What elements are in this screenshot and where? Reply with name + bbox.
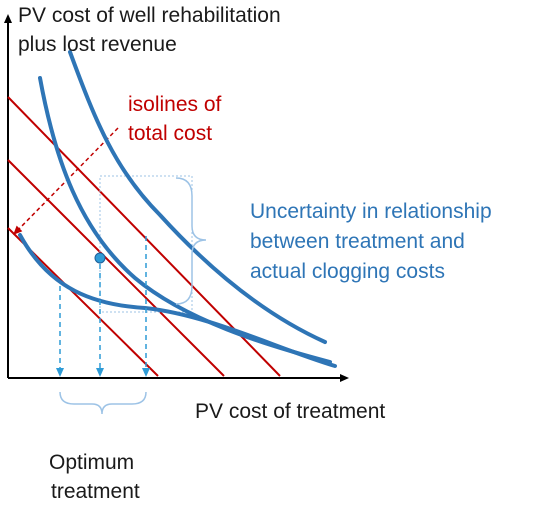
curve-lower xyxy=(18,233,337,368)
y-axis-label-line1: PV cost of well rehabilitation xyxy=(18,4,281,27)
uncertainty-label-line2: between treatment and xyxy=(250,230,465,253)
isolines-label-line2: total cost xyxy=(128,122,213,145)
optimum-label-line1: Optimum xyxy=(49,451,135,474)
cost-curves xyxy=(18,50,337,368)
x-axis-label: PV cost of treatment xyxy=(195,400,386,423)
uncertainty-brace xyxy=(175,177,207,305)
uncertainty-label-line3: actual clogging costs xyxy=(250,260,445,283)
isolines-label-line1: isolines of xyxy=(128,93,222,116)
y-axis-label-line2: plus lost revenue xyxy=(18,33,177,56)
optimum-brace xyxy=(59,391,147,415)
optimum-label-line2: treatment xyxy=(51,480,140,503)
uncertainty-label-line1: Uncertainty in relationship xyxy=(250,200,492,223)
optimum-point xyxy=(94,252,106,264)
curve-upper xyxy=(68,50,327,344)
drop-lines xyxy=(56,236,150,377)
isoline-2 xyxy=(7,159,225,377)
